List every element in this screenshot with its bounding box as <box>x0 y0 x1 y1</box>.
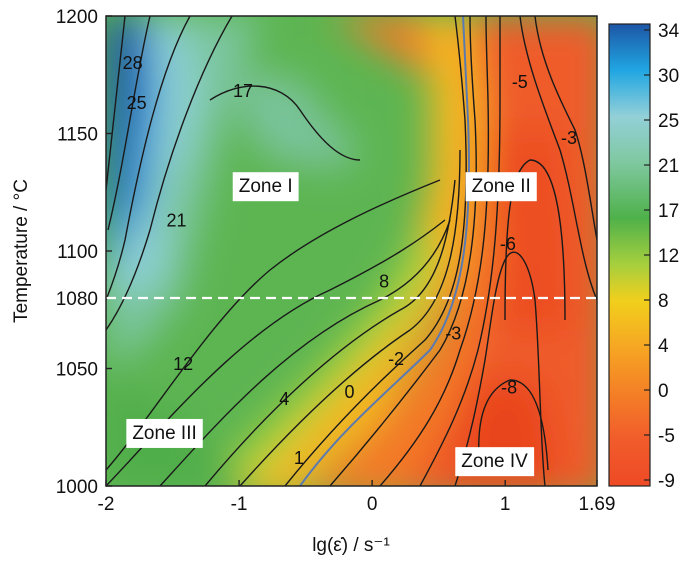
colorbar-tick-label: 30 <box>658 66 679 87</box>
colorbar-tick-label: -9 <box>658 471 675 492</box>
y-tick-label: 1050 <box>56 360 98 381</box>
contour-label: 17 <box>233 81 253 101</box>
contour-label: 28 <box>123 53 143 73</box>
colorbar-tick-label: 17 <box>658 201 679 222</box>
contour-label: -6 <box>500 234 516 254</box>
contour-label: -8 <box>501 377 517 397</box>
zone-label-text: Zone II <box>472 176 531 197</box>
y-tick-label: 1000 <box>56 477 98 498</box>
contour-label: -3 <box>445 323 461 343</box>
zone-label: Zone II <box>465 172 537 202</box>
zone-label: Zone I <box>232 172 299 202</box>
y-tick-label: 1150 <box>57 125 98 146</box>
colorbar-tick-label: 0 <box>658 381 669 402</box>
x-axis: -2 -1 0 1 1.69 <box>98 480 616 515</box>
contour-label: 1 <box>294 448 304 468</box>
colorbar-ticks: 34 30 25 21 17 12 8 4 0 -5 -9 <box>644 21 680 492</box>
reference-line-label: 1080 <box>56 289 98 310</box>
contour-label: 12 <box>173 354 193 374</box>
zone-label-box <box>455 447 535 477</box>
contour-label: -3 <box>561 128 577 148</box>
y-axis-title: Temperature / °C <box>11 179 32 323</box>
y-tick-label: 1100 <box>57 242 98 263</box>
y-axis: 1000 1050 1100 1150 1200 <box>56 7 112 498</box>
zone-label-text: Zone I <box>239 176 293 197</box>
zone-label-box <box>126 418 203 448</box>
contour-label: 21 <box>167 210 187 230</box>
zone-labels: Zone I Zone II Zone III Zone IV <box>126 172 537 477</box>
zone-label-box <box>232 172 299 202</box>
colorbar-tick-label: 4 <box>658 336 669 357</box>
x-tick-label: -1 <box>231 494 248 515</box>
contour-label: 8 <box>379 272 389 292</box>
x-axis-title: lg(ε̇) / s⁻¹ <box>312 535 390 556</box>
colorbar-scale <box>608 23 651 487</box>
colorbar-tick-label: 8 <box>658 291 669 312</box>
zone-label: Zone IV <box>455 447 535 477</box>
zone-label-text: Zone III <box>132 423 196 444</box>
colorbar: 34 30 25 21 17 12 8 4 0 -5 -9 <box>608 21 680 492</box>
x-tick-label: 1.69 <box>579 494 616 515</box>
contour-labels: 28 25 21 17 12 8 4 1 0 -2 -3 -6 -5 -3 -8 <box>123 53 577 468</box>
y-tick-label: 1200 <box>56 7 98 28</box>
contour-label: 25 <box>127 93 147 113</box>
contour-label: 4 <box>279 389 289 409</box>
colorbar-tick-label: 25 <box>658 111 679 132</box>
zone-label-box <box>465 172 537 202</box>
colorbar-tick-label: 34 <box>658 21 680 42</box>
contour-label: 0 <box>344 382 354 402</box>
contour-label: -2 <box>388 349 404 369</box>
contour-label: -5 <box>512 72 528 92</box>
zone-label: Zone III <box>126 418 203 448</box>
colorbar-tick-label: 12 <box>658 246 679 267</box>
x-tick-label: 1 <box>500 494 511 515</box>
x-tick-label: -2 <box>98 494 115 515</box>
colorbar-tick-label: 21 <box>658 156 679 177</box>
contour-field <box>106 16 597 486</box>
x-tick-label: 0 <box>367 494 378 515</box>
zone-label-text: Zone IV <box>461 451 528 472</box>
colorbar-tick-label: -5 <box>658 426 675 447</box>
